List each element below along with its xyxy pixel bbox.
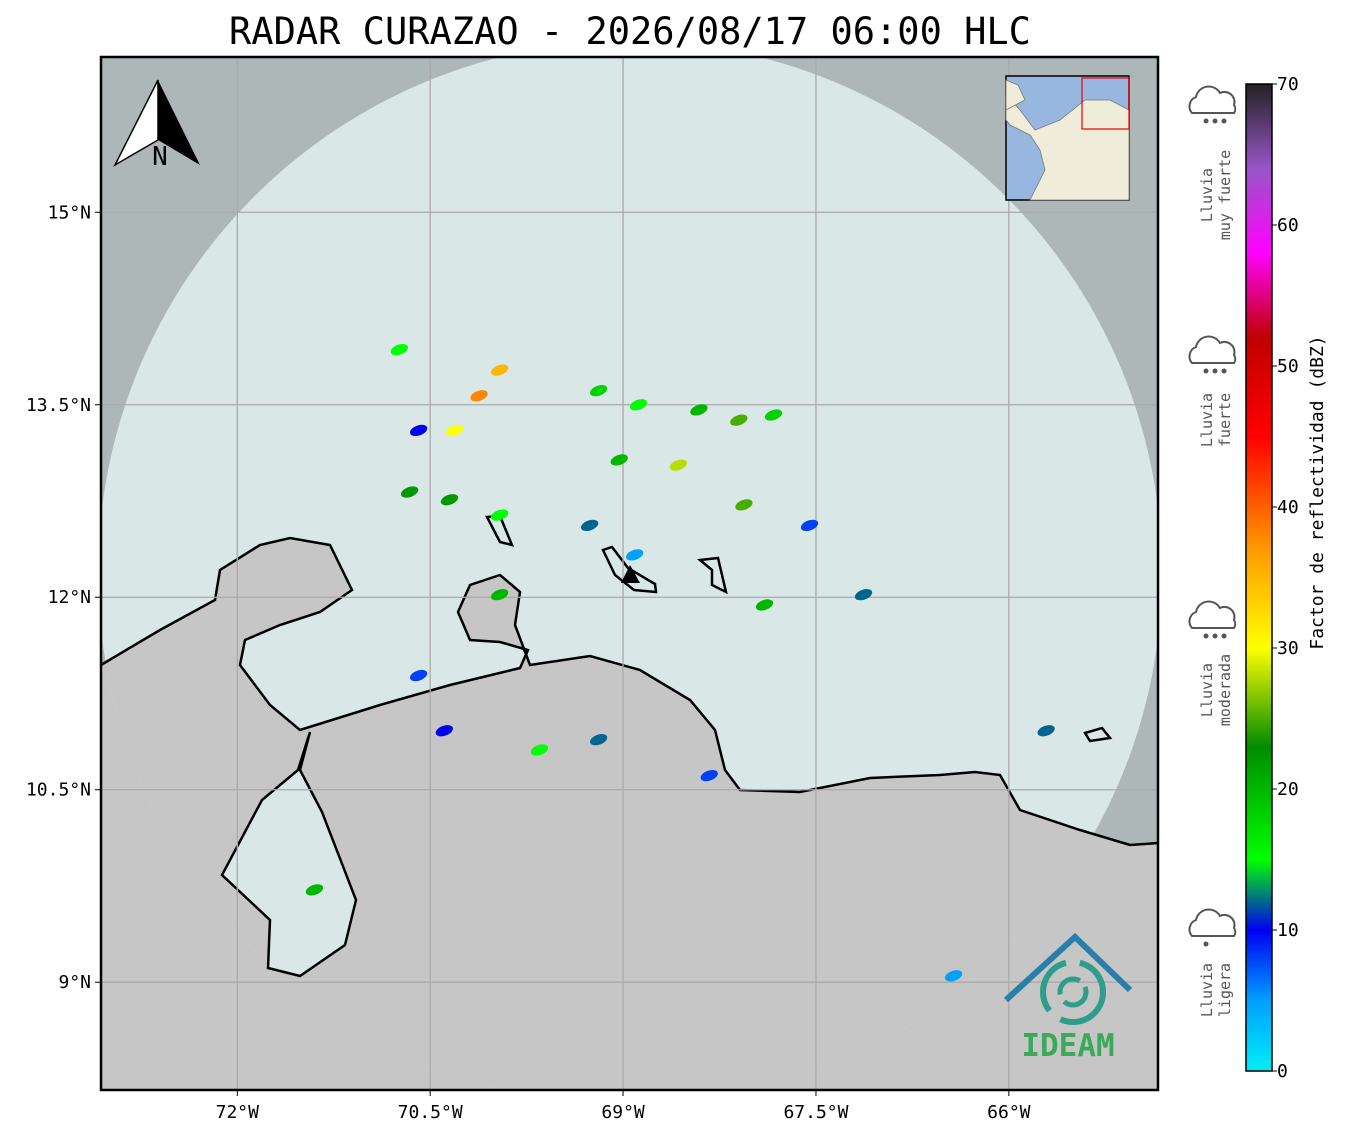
colorbar: 0 10 20 30 40 50 60 70 Factor de reflectividad (… bbox=[1245, 74, 1328, 1082]
echo bbox=[764, 409, 783, 421]
north-arrow: N bbox=[113, 79, 200, 172]
echo bbox=[610, 454, 628, 466]
y-tick-label: 9°N bbox=[58, 972, 91, 993]
echo bbox=[581, 519, 599, 531]
echo bbox=[435, 725, 453, 737]
rain-label: muy fuerte bbox=[1216, 150, 1234, 240]
coastline bbox=[101, 536, 1158, 847]
echo bbox=[445, 424, 464, 437]
echo bbox=[490, 589, 509, 601]
colorbar-tick-label: 50 bbox=[1277, 356, 1299, 377]
axis-ticks: 72°W 70.5°W 69°W 67.5°W 66°W 15°N 13.5°N 12°N 10… bbox=[26, 202, 1031, 1123]
echo bbox=[440, 494, 459, 506]
echoes bbox=[305, 343, 1055, 982]
rain-drop bbox=[1203, 368, 1209, 374]
echo bbox=[590, 734, 608, 746]
y-tick-label: 12°N bbox=[48, 587, 91, 608]
echo bbox=[490, 364, 509, 376]
y-tick-label: 15°N bbox=[48, 202, 91, 223]
x-tick-label: 67.5°W bbox=[783, 1102, 848, 1123]
rain-icon bbox=[1188, 600, 1237, 629]
colorbar-tick-label: 30 bbox=[1277, 638, 1299, 659]
echo bbox=[669, 459, 687, 471]
colorbar-tick-label: 10 bbox=[1277, 920, 1299, 941]
colorbar-tick-label: 40 bbox=[1277, 497, 1299, 518]
rain-label: Lluvia bbox=[1198, 393, 1216, 447]
lake-maracaibo bbox=[220, 731, 358, 978]
echo bbox=[590, 385, 608, 397]
rain-label: Lluvia bbox=[1198, 963, 1216, 1017]
radar-site bbox=[621, 565, 640, 583]
rain-drop bbox=[1221, 118, 1227, 124]
echo bbox=[700, 769, 718, 782]
colorbar-tick-label: 60 bbox=[1277, 215, 1299, 236]
colorbar-scale bbox=[1245, 83, 1273, 1072]
north-label: N bbox=[152, 142, 168, 172]
rain-drop bbox=[1203, 633, 1209, 639]
echo bbox=[629, 399, 648, 411]
x-tick-label: 72°W bbox=[216, 1102, 260, 1123]
rain-icon bbox=[1188, 85, 1237, 114]
x-tick-label: 70.5°W bbox=[398, 1102, 463, 1123]
colorbar-tick-label: 20 bbox=[1277, 779, 1299, 800]
logo: IDEAM bbox=[1003, 932, 1133, 1064]
rain-label: Lluvia bbox=[1198, 663, 1216, 717]
echo bbox=[1037, 725, 1055, 737]
echo bbox=[305, 884, 324, 896]
title: RADAR CURAZAO - 2026/08/17 06:00 HLC bbox=[229, 10, 1031, 53]
echo bbox=[409, 669, 428, 682]
rain-label: ligera bbox=[1216, 963, 1234, 1017]
echo bbox=[735, 499, 753, 511]
grid bbox=[101, 57, 1158, 1090]
x-tick-label: 69°W bbox=[601, 1102, 645, 1123]
y-tick-label: 13.5°N bbox=[26, 395, 91, 416]
map-frame bbox=[99, 55, 1160, 1092]
rain-drop bbox=[1212, 368, 1218, 374]
colorbar-tick-label: 0 bbox=[1277, 1061, 1288, 1082]
rain-label: Lluvia bbox=[1198, 168, 1216, 222]
echo bbox=[490, 509, 509, 521]
rain-drop bbox=[1203, 118, 1209, 124]
curacao bbox=[601, 545, 658, 594]
rain-icon bbox=[1188, 335, 1237, 364]
echo bbox=[390, 343, 408, 356]
inset-map bbox=[1005, 75, 1130, 201]
colorbar-tick-label: 70 bbox=[1277, 74, 1299, 95]
echo bbox=[400, 486, 419, 498]
bonaire bbox=[696, 556, 728, 595]
echo bbox=[854, 589, 873, 601]
x-tick-label: 66°W bbox=[987, 1102, 1031, 1123]
rain-drop bbox=[1212, 633, 1218, 639]
rain-drop bbox=[1212, 118, 1218, 124]
echo bbox=[800, 519, 819, 531]
echo bbox=[730, 414, 748, 426]
logo-text: IDEAM bbox=[1021, 1028, 1114, 1064]
echo bbox=[690, 404, 708, 416]
echo bbox=[409, 424, 428, 437]
rain-drop bbox=[1203, 941, 1209, 947]
echo bbox=[530, 744, 549, 756]
y-tick-label: 10.5°N bbox=[26, 780, 91, 801]
echo bbox=[755, 599, 774, 611]
rain-drop bbox=[1221, 633, 1227, 639]
echo bbox=[944, 970, 963, 982]
echo bbox=[470, 390, 488, 402]
rain-label: moderada bbox=[1216, 654, 1234, 726]
echo bbox=[626, 549, 644, 561]
rain-label: fuerte bbox=[1216, 393, 1234, 447]
rain-icon bbox=[1188, 908, 1237, 937]
rain-drop bbox=[1221, 368, 1227, 374]
island bbox=[1083, 726, 1113, 743]
colorbar-label: Factor de reflectividad (dBZ) bbox=[1307, 335, 1328, 649]
map: N IDEAM bbox=[101, 57, 1158, 1090]
